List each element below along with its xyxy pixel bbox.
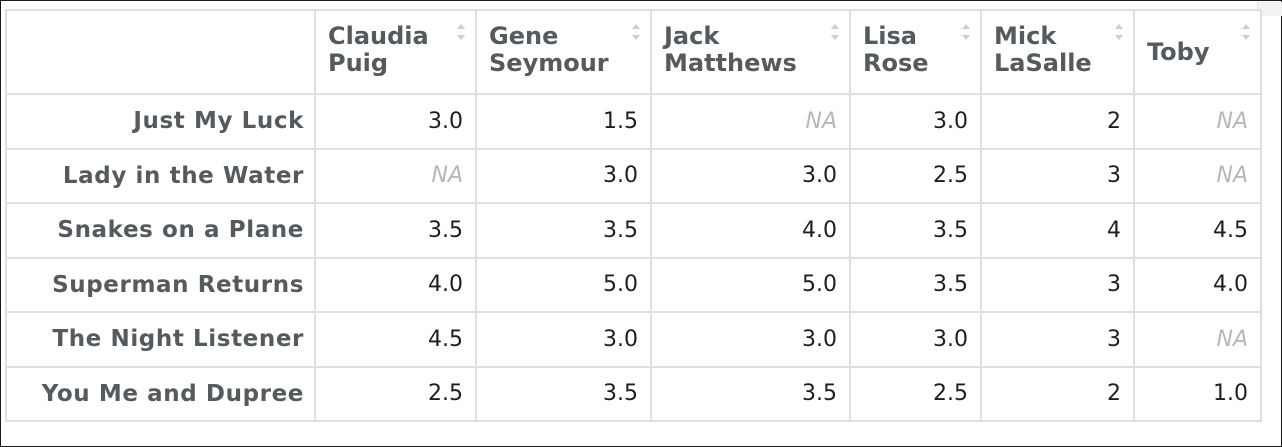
column-header-4[interactable]: Mick LaSalle <box>980 9 1135 95</box>
table-cell: 3.0 <box>849 311 982 368</box>
row-header: Superman Returns <box>5 256 316 313</box>
sort-arrows-icon[interactable] <box>960 21 972 43</box>
table-cell: 4.0 <box>314 256 477 313</box>
table-cell: 5.0 <box>650 256 851 313</box>
table-cell: 3.0 <box>650 147 851 204</box>
sort-arrows-icon[interactable] <box>829 21 841 43</box>
table-cell: 5.0 <box>475 256 652 313</box>
table-cell: 3.0 <box>650 311 851 368</box>
table-cell: 4.0 <box>1133 256 1262 313</box>
row-header: Just My Luck <box>5 93 316 150</box>
table-cell: 3.0 <box>475 147 652 204</box>
corner-header-cell <box>5 9 316 95</box>
table-cell: 3.5 <box>314 202 477 259</box>
table-cell: 4.0 <box>650 202 851 259</box>
row-header: The Night Listener <box>5 311 316 368</box>
table-cell: NA <box>650 93 851 150</box>
column-header-2[interactable]: Jack Matthews <box>650 9 851 95</box>
table-row: The Night Listener 4.5 3.0 3.0 3.0 3 NA <box>5 311 1262 368</box>
column-header-label: Lisa Rose <box>863 22 929 77</box>
header-row: Claudia Puig Gene Seymour Jack Matthews Lis… <box>5 9 1262 95</box>
table-cell: 1.0 <box>1133 365 1262 422</box>
table-cell: 3.5 <box>849 256 982 313</box>
sort-arrows-icon[interactable] <box>1113 21 1125 43</box>
table-cell: 4 <box>980 202 1135 259</box>
table-cell: 2.5 <box>314 365 477 422</box>
table-cell: NA <box>1133 93 1262 150</box>
table-cell: 3 <box>980 147 1135 204</box>
table-cell: NA <box>1133 311 1262 368</box>
table-cell: 3.0 <box>314 93 477 150</box>
ratings-table: Claudia Puig Gene Seymour Jack Matthews Lis… <box>5 9 1262 422</box>
table-body: Just My Luck 3.0 1.5 NA 3.0 2 NA Lady in the Wa… <box>5 93 1262 422</box>
table-cell: 3 <box>980 311 1135 368</box>
sort-arrows-icon[interactable] <box>630 21 642 43</box>
column-header-0[interactable]: Claudia Puig <box>314 9 477 95</box>
column-header-1[interactable]: Gene Seymour <box>475 9 652 95</box>
table-row: Just My Luck 3.0 1.5 NA 3.0 2 NA <box>5 93 1262 150</box>
table-cell: 3.5 <box>475 202 652 259</box>
table-cell: 3 <box>980 256 1135 313</box>
table-cell: 4.5 <box>314 311 477 368</box>
table-cell: 2 <box>980 93 1135 150</box>
table-cell: 3.5 <box>650 365 851 422</box>
table-cell: 1.5 <box>475 93 652 150</box>
table-row: Superman Returns 4.0 5.0 5.0 3.5 3 4.0 <box>5 256 1262 313</box>
row-header: You Me and Dupree <box>5 365 316 422</box>
scrollbar-corner <box>1257 2 1282 16</box>
table-cell: 2.5 <box>849 365 982 422</box>
table-cell: NA <box>314 147 477 204</box>
table-cell: NA <box>1133 147 1262 204</box>
column-header-5[interactable]: Toby <box>1133 9 1262 95</box>
column-header-3[interactable]: Lisa Rose <box>849 9 982 95</box>
table-cell: 3.0 <box>475 311 652 368</box>
table-cell: 3.5 <box>849 202 982 259</box>
table-cell: 3.5 <box>475 365 652 422</box>
table-row: You Me and Dupree 2.5 3.5 3.5 2.5 2 1.0 <box>5 365 1262 422</box>
column-header-label: Toby <box>1147 37 1210 66</box>
table-cell: 3.0 <box>849 93 982 150</box>
column-header-label: Claudia Puig <box>328 22 429 77</box>
sort-arrows-icon[interactable] <box>455 21 467 43</box>
column-header-label: Mick LaSalle <box>994 22 1092 77</box>
column-header-label: Jack Matthews <box>664 22 797 77</box>
table-cell: 4.5 <box>1133 202 1262 259</box>
table-row: Lady in the Water NA 3.0 3.0 2.5 3 NA <box>5 147 1262 204</box>
sort-arrows-icon[interactable] <box>1240 21 1252 43</box>
table-cell: 2.5 <box>849 147 982 204</box>
table-cell: 2 <box>980 365 1135 422</box>
table-row: Snakes on a Plane 3.5 3.5 4.0 3.5 4 4.5 <box>5 202 1262 259</box>
row-header: Snakes on a Plane <box>5 202 316 259</box>
column-header-label: Gene Seymour <box>489 22 609 77</box>
row-header: Lady in the Water <box>5 147 316 204</box>
